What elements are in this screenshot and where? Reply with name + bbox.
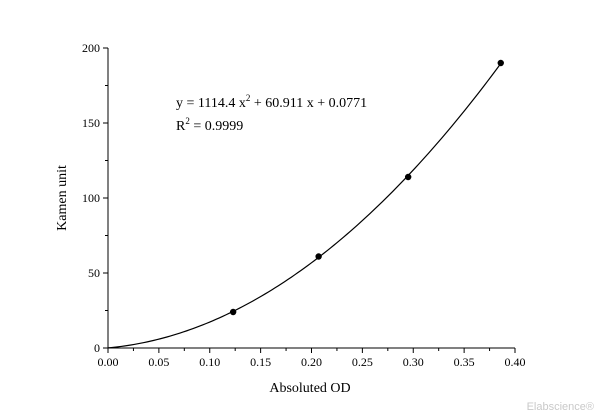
x-tick-label: 0.30 — [403, 355, 424, 369]
equation-annotation: y = 1114.4 x2 + 60.911 x + 0.0771 — [176, 93, 367, 111]
data-point — [404, 173, 412, 181]
x-axis-title: Absoluted OD — [269, 381, 350, 396]
r-squared-value: = 0.9999 — [190, 119, 243, 134]
x-tick-label: 0.15 — [250, 355, 271, 369]
data-point — [497, 59, 504, 67]
y-tick-label: 150 — [82, 116, 100, 130]
y-tick-label: 200 — [82, 41, 100, 55]
x-tick-label: 0.35 — [454, 355, 475, 369]
r-squared-annotation: R2 = 0.9999 — [176, 116, 243, 134]
x-tick-label: 0.20 — [301, 355, 322, 369]
data-point — [229, 308, 237, 316]
equation-rest: + 60.911 x + 0.0771 — [250, 96, 367, 111]
equation-exponent: 2 — [246, 93, 251, 103]
watermark: Elabscience® — [527, 401, 594, 413]
data-point — [315, 253, 322, 260]
x-tick-label: 0.05 — [148, 355, 169, 369]
y-tick-label: 0 — [94, 341, 100, 355]
x-tick-label: 0.40 — [505, 355, 526, 369]
y-axis-title: Kamen unit — [55, 165, 70, 231]
x-tick-label: 0.25 — [352, 355, 373, 369]
y-tick-label: 100 — [82, 191, 100, 205]
r-squared-symbol: R — [176, 119, 186, 134]
x-tick-label: 0.10 — [199, 355, 220, 369]
equation-main: y = 1114.4 x — [176, 96, 246, 111]
x-tick-label: 0.00 — [98, 355, 119, 369]
r-squared-exponent: 2 — [185, 116, 190, 126]
fit-curve — [107, 63, 502, 349]
y-tick-label: 50 — [88, 266, 100, 280]
